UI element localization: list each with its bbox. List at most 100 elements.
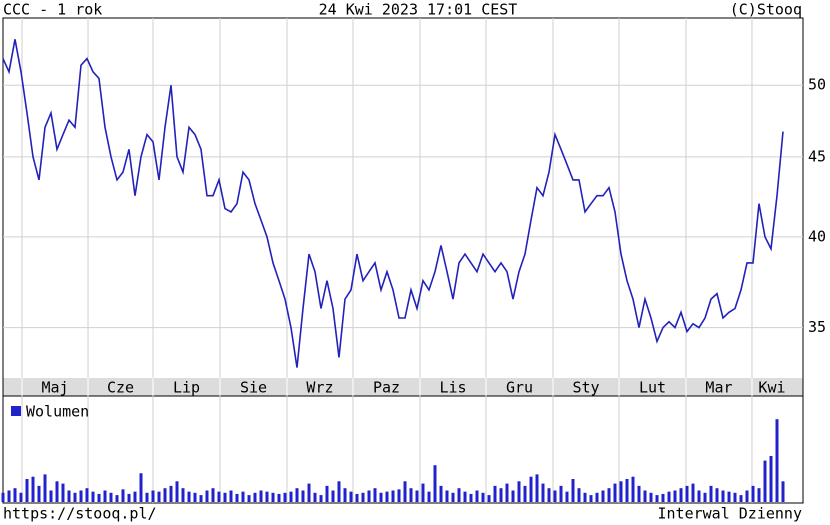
volume-bar (193, 492, 197, 502)
volume-bar (505, 483, 509, 502)
volume-bar (715, 488, 719, 502)
volume-bar (295, 488, 299, 502)
volume-bar (133, 491, 137, 502)
volume-bar (163, 488, 167, 502)
volume-bar (757, 488, 761, 502)
volume-bar (673, 490, 677, 502)
volume-bar (241, 491, 245, 502)
volume-bar (97, 493, 101, 502)
x-tick-label: Maj (41, 379, 68, 397)
volume-bar (223, 492, 227, 502)
volume-bar (235, 493, 239, 502)
volume-bar (271, 492, 275, 502)
x-tick-label: Lis (439, 379, 466, 397)
volume-bar (205, 490, 209, 502)
volume-bar (619, 481, 623, 502)
volume-bar (589, 495, 593, 502)
volume-bar (571, 479, 575, 502)
footer-right: Interwal Dzienny (658, 505, 803, 523)
volume-bar (367, 490, 371, 502)
y-tick-label: 35 (808, 318, 826, 336)
volume-bar (601, 490, 605, 502)
volume-bar (247, 495, 251, 502)
y-tick-label: 50 (808, 76, 826, 94)
volume-bar (127, 493, 131, 502)
volume-bar (73, 492, 77, 502)
volume-bar (1, 492, 5, 502)
volume-bar (331, 490, 335, 502)
volume-bar (211, 488, 215, 502)
volume-bar (391, 490, 395, 502)
volume-bar (781, 481, 785, 502)
volume-bar (649, 492, 653, 502)
volume-bar (529, 476, 533, 502)
volume-bar (697, 490, 701, 502)
volume-bar (607, 488, 611, 502)
volume-bar (19, 492, 23, 502)
volume-bar (409, 488, 413, 502)
volume-bar (439, 485, 443, 502)
volume-bar (691, 483, 695, 502)
volume-bar (67, 490, 71, 502)
volume-bar (115, 495, 119, 502)
volume-bar (199, 495, 203, 502)
volume-bar (517, 481, 521, 502)
header-center: 24 Kwi 2023 17:01 CEST (319, 1, 518, 19)
volume-bar (13, 488, 17, 502)
volume-bar (721, 490, 725, 502)
volume-bar (523, 485, 527, 502)
volume-bar (613, 483, 617, 502)
volume-bar (43, 474, 47, 502)
volume-bar (559, 485, 563, 502)
volume-bar (349, 491, 353, 502)
volume-bar (253, 492, 257, 502)
volume-bar (385, 491, 389, 502)
volume-bar (493, 485, 497, 502)
x-tick-label: Lut (639, 379, 666, 397)
volume-bar (181, 488, 185, 502)
volume-bar (109, 492, 113, 502)
volume-bar (709, 485, 713, 502)
volume-bar (547, 488, 551, 502)
x-tick-label: Cze (107, 379, 134, 397)
volume-bar (733, 492, 737, 502)
y-tick-label: 45 (808, 147, 826, 165)
volume-bar (37, 485, 41, 502)
volume-bar (457, 488, 461, 502)
x-tick-label: Paz (373, 379, 400, 397)
volume-bar (217, 491, 221, 502)
volume-bar (763, 460, 767, 502)
volume-bar (151, 490, 155, 502)
x-tick-label: Wrz (306, 379, 333, 397)
volume-bar (583, 492, 587, 502)
volume-bar (625, 479, 629, 502)
volume-bar (445, 490, 449, 502)
volume-bar (337, 481, 341, 502)
volume-bar (685, 485, 689, 502)
volume-bar (655, 495, 659, 502)
volume-bar (553, 490, 557, 502)
volume-bar (103, 490, 107, 502)
volume-bar (403, 481, 407, 502)
volume-bar (55, 481, 59, 502)
volume-bar (259, 490, 263, 502)
header-left: CCC - 1 rok (3, 1, 102, 19)
volume-bar (49, 490, 53, 502)
volume-bar (61, 483, 65, 502)
volume-bar (373, 488, 377, 502)
volume-bar (277, 493, 281, 502)
volume-bar (535, 474, 539, 502)
volume-bar (139, 473, 143, 502)
volume-bar (289, 491, 293, 502)
volume-bar (631, 476, 635, 502)
volume-bar (283, 492, 287, 502)
volume-bar (343, 488, 347, 502)
volume-bar (541, 483, 545, 502)
volume-bar (187, 491, 191, 502)
month-band (3, 378, 803, 396)
header-right: (C)Stooq (730, 1, 802, 19)
volume-bar (361, 492, 365, 502)
volume-bar (25, 479, 29, 502)
volume-bar (577, 488, 581, 502)
